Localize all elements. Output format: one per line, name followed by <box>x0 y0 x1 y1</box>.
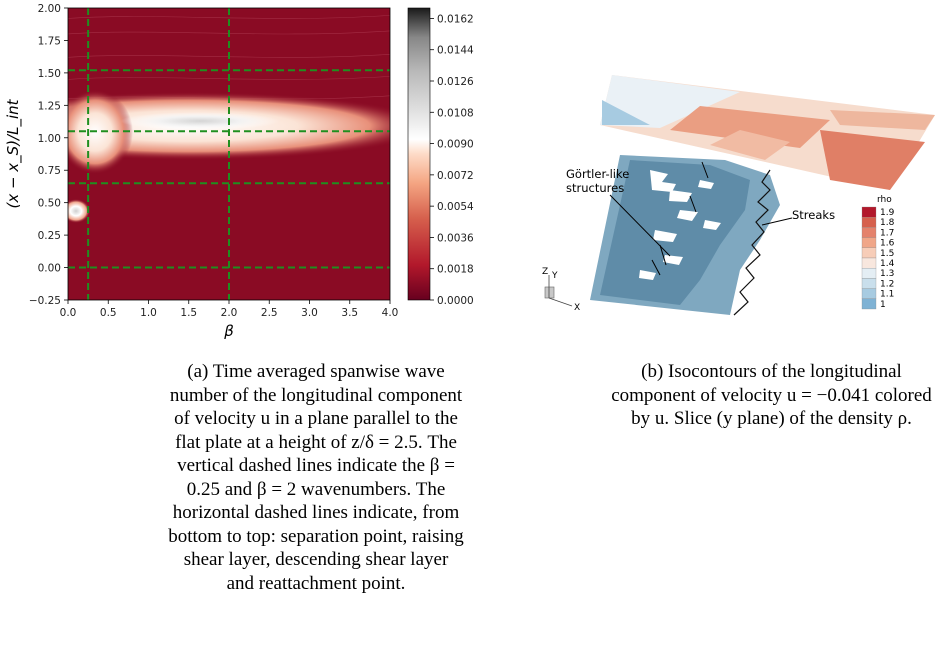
rho-legend-label: 1.5 <box>880 249 894 259</box>
x-tick-label: 0.5 <box>100 307 117 319</box>
y-tick-label: 0.25 <box>38 230 61 242</box>
rho-legend-swatch <box>861 237 877 248</box>
y-tick-label: 2.00 <box>38 3 61 15</box>
rho-legend-label: 1.3 <box>880 269 894 279</box>
rho-legend-swatch <box>861 268 877 279</box>
heatmap-band-core <box>120 112 280 130</box>
colorbar-tick-label: 0.0036 <box>437 232 474 244</box>
rho-legend-label: 1.4 <box>880 259 895 269</box>
heatmap-figure: 0.0 0.5 1.0 1.5 2.0 2.5 3.0 3.5 4.0 −0.25 0.00 0.2… <box>4 3 474 340</box>
streaks-label: Streaks <box>792 208 835 222</box>
x-axis-ticks: 0.0 0.5 1.0 1.5 2.0 2.5 3.0 3.5 4.0 <box>60 300 399 319</box>
y-tick-label: 1.50 <box>38 68 61 80</box>
colorbar <box>407 7 431 301</box>
y-axis-ticks: −0.25 0.00 0.25 0.50 0.75 1.00 1.25 1.50 1.75 2.0… <box>29 3 68 307</box>
isocontour-figure: Görtler-like structures Streaks Z Y X rh… <box>542 75 935 316</box>
density-slice <box>600 75 935 190</box>
colorbar-tick-label: 0.0144 <box>437 45 474 57</box>
rho-legend-label: 1 <box>880 300 886 310</box>
colorbar-tick-label: 0.0018 <box>437 264 474 276</box>
contour-line <box>68 15 390 19</box>
rho-legend-swatch <box>861 227 877 238</box>
x-tick-label: 0.0 <box>60 307 77 319</box>
rho-legend: rho 1.91.81.71.61.51.41.31.21.11 <box>861 195 895 310</box>
colorbar-tick-label: 0.0054 <box>437 201 474 213</box>
colorbar-tick-label: 0.0162 <box>437 13 474 25</box>
x-tick-label: 1.5 <box>180 307 197 319</box>
contour-line <box>68 76 390 80</box>
rho-legend-label: 1.1 <box>880 290 894 300</box>
orientation-axes: Z Y X <box>542 267 580 313</box>
dashed-guide-lines <box>68 8 390 300</box>
svg-text:Y: Y <box>551 271 558 281</box>
x-tick-label: 3.0 <box>301 307 318 319</box>
colorbar-tick-label: 0.0000 <box>437 295 474 307</box>
gortler-label-line1: Görtler-like <box>566 167 629 181</box>
colorbar-tick-label: 0.0090 <box>437 139 474 151</box>
x-axis-label: β <box>223 322 234 340</box>
caption-figure-a: (a) Time averaged spanwise wave number o… <box>168 361 464 594</box>
x-tick-label: 2.5 <box>261 307 278 319</box>
rho-legend-swatch <box>861 247 877 259</box>
x-tick-label: 3.5 <box>341 307 358 319</box>
svg-text:X: X <box>574 303 580 313</box>
rho-legend-title: rho <box>877 195 892 205</box>
colorbar-tick-label: 0.0108 <box>437 107 474 119</box>
rho-legend-label: 1.9 <box>880 208 895 218</box>
rho-legend-swatch <box>861 217 877 228</box>
rho-legend-swatch <box>861 278 877 289</box>
rho-legend-swatch <box>861 298 877 310</box>
contour-line <box>68 54 390 58</box>
y-tick-label: −0.25 <box>29 295 61 307</box>
heatmap-spot-low <box>68 199 90 223</box>
rho-legend-swatch <box>861 257 877 269</box>
rho-legend-swatch <box>861 288 877 299</box>
gortler-label-line2: structures <box>566 181 624 195</box>
y-tick-label: 0.00 <box>38 263 61 275</box>
caption-figure-b: (b) Isocontours of the longitudinal comp… <box>611 361 932 429</box>
colorbar-ticks: 0.0162 0.0144 0.0126 0.0108 0.0090 0.0072 0.00… <box>430 13 474 307</box>
plot-area <box>68 8 390 300</box>
isosurface <box>590 155 780 316</box>
y-tick-label: 0.50 <box>38 198 61 210</box>
y-axis-label: (x − x_S)/L_int <box>4 98 23 208</box>
y-tick-label: 0.75 <box>38 165 61 177</box>
svg-text:Z: Z <box>542 267 548 277</box>
rho-legend-swatch <box>861 206 877 218</box>
heatmap-band-left <box>68 90 133 174</box>
contour-line <box>68 30 390 35</box>
colorbar-tick-label: 0.0126 <box>437 76 474 88</box>
rho-legend-label: 1.7 <box>880 228 894 238</box>
rho-legend-label: 1.2 <box>880 279 894 289</box>
x-tick-label: 2.0 <box>221 307 238 319</box>
rho-legend-label: 1.6 <box>880 239 895 249</box>
rho-legend-label: 1.8 <box>880 218 895 228</box>
x-tick-label: 1.0 <box>140 307 157 319</box>
x-tick-label: 4.0 <box>382 307 399 319</box>
y-tick-label: 1.00 <box>38 133 61 145</box>
annotation-arrows <box>609 161 793 276</box>
y-tick-label: 1.25 <box>38 100 61 112</box>
colorbar-tick-label: 0.0072 <box>437 170 474 182</box>
y-tick-label: 1.75 <box>38 35 61 47</box>
